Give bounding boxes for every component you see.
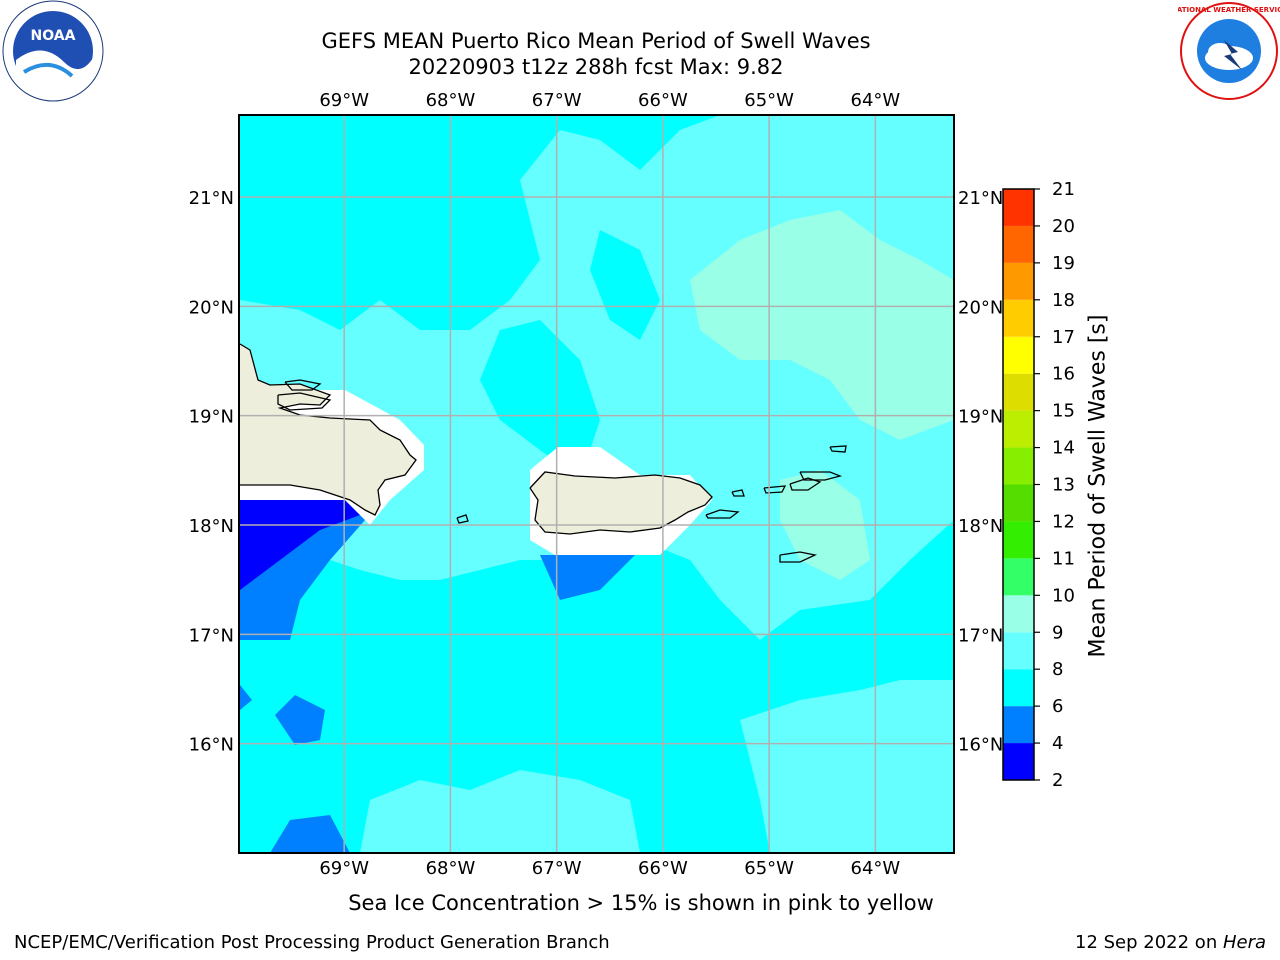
swell-zone-6-8-tongue bbox=[480, 320, 600, 480]
lon-tick-label-top: 67°W bbox=[532, 90, 582, 111]
colorbar-tick-label: 13 bbox=[1052, 475, 1075, 496]
footer-date-text: 12 Sep 2022 on bbox=[1075, 932, 1223, 953]
anegada-coastline bbox=[829, 445, 847, 453]
colorbar-segment bbox=[1003, 743, 1034, 780]
lat-tick-label-left: 18°N bbox=[189, 516, 234, 537]
puerto-rico-land bbox=[530, 472, 712, 534]
swell-zone-4-6-pr-south bbox=[540, 555, 635, 600]
swell-zone-6-8-south bbox=[240, 610, 740, 780]
colorbar-segment bbox=[1003, 521, 1034, 559]
lat-tick-label-right: 19°N bbox=[958, 407, 1003, 428]
hispaniola-land bbox=[240, 344, 416, 515]
colorbar-tick-label: 21 bbox=[1052, 179, 1075, 200]
footer-branch-text: NCEP/EMC/Verification Post Processing Pr… bbox=[14, 932, 610, 953]
colorbar-tick-label: 14 bbox=[1052, 438, 1075, 459]
chart-title-line-2: 20220903 t12z 288h fcst Max: 9.82 bbox=[408, 55, 784, 79]
map-field bbox=[239, 115, 954, 853]
lon-tick-label-top: 69°W bbox=[319, 90, 369, 111]
colorbar-tick-label: 16 bbox=[1052, 364, 1075, 385]
colorbar-tick-label: 4 bbox=[1052, 733, 1063, 754]
st-thomas-coastline bbox=[763, 485, 787, 494]
vieques-coastline bbox=[705, 509, 740, 519]
swell-zone-4-6-edge bbox=[240, 685, 252, 710]
lon-tick-label-top: 66°W bbox=[638, 90, 688, 111]
hispaniola-coastline bbox=[239, 343, 417, 516]
colorbar-segment bbox=[1003, 632, 1034, 670]
colorbar-tick-label: 20 bbox=[1052, 216, 1075, 237]
lon-tick-label-bottom: 66°W bbox=[638, 858, 688, 879]
lon-tick-label-bottom: 64°W bbox=[851, 858, 901, 879]
svg-text:NATIONAL WEATHER SERVICE: NATIONAL WEATHER SERVICE bbox=[1178, 6, 1280, 14]
noaa-logo: NOAA bbox=[2, 0, 104, 102]
colorbar-segment bbox=[1003, 373, 1034, 411]
colorbar-segment bbox=[1003, 225, 1034, 263]
swell-zone-2-4-west bbox=[240, 500, 360, 590]
colorbar-segment bbox=[1003, 484, 1034, 522]
colorbar-tick-label: 12 bbox=[1052, 511, 1075, 532]
footer-machine-name: Hera bbox=[1222, 932, 1266, 953]
colorbar-tick-label: 18 bbox=[1052, 290, 1075, 311]
swell-zone-6-8-patch bbox=[590, 230, 660, 340]
colorbar-label: Mean Period of Swell Waves [s] bbox=[1085, 314, 1111, 658]
st-croix-coastline bbox=[779, 551, 818, 563]
colorbar-tick-label: 10 bbox=[1052, 585, 1075, 606]
colorbar-tick-label: 2 bbox=[1052, 770, 1063, 791]
lat-tick-label-right: 17°N bbox=[958, 625, 1003, 646]
colorbar-tick-label: 19 bbox=[1052, 253, 1075, 274]
lon-tick-label-top: 64°W bbox=[851, 90, 901, 111]
lat-tick-label-right: 18°N bbox=[958, 516, 1003, 537]
colorbar-segment bbox=[1003, 558, 1034, 596]
lon-tick-label-top: 65°W bbox=[744, 90, 794, 111]
st-john-coastline bbox=[789, 477, 822, 491]
lon-tick-label-bottom: 68°W bbox=[426, 858, 476, 879]
colorbar-segment bbox=[1003, 336, 1034, 374]
tortola-coastline bbox=[799, 471, 843, 481]
colorbar-segment bbox=[1003, 189, 1034, 226]
colorbar-segment bbox=[1003, 669, 1034, 707]
puerto-rico-coastline bbox=[529, 471, 713, 535]
lat-tick-label-left: 21°N bbox=[189, 188, 234, 209]
lat-tick-label-left: 19°N bbox=[189, 407, 234, 428]
gonave-coastline bbox=[277, 392, 332, 411]
lon-tick-label-bottom: 67°W bbox=[532, 858, 582, 879]
colorbar-tick-label: 6 bbox=[1052, 696, 1063, 717]
mona-island-coastline bbox=[456, 514, 469, 524]
colorbar-tick-label: 9 bbox=[1052, 622, 1063, 643]
lon-tick-label-bottom: 69°W bbox=[319, 858, 369, 879]
lat-tick-label-left: 20°N bbox=[189, 297, 234, 318]
lat-tick-label-left: 16°N bbox=[189, 735, 234, 756]
map-frame bbox=[238, 114, 955, 854]
swell-zone-9-10-east bbox=[690, 210, 954, 440]
footer-date: 12 Sep 2022 on Hera bbox=[1075, 932, 1266, 953]
swell-zone-4-6-bottom bbox=[270, 815, 350, 853]
lon-tick-label-top: 68°W bbox=[426, 90, 476, 111]
colorbar-segment bbox=[1003, 262, 1034, 300]
colorbar-segment bbox=[1003, 595, 1034, 633]
colorbar-segment bbox=[1003, 447, 1034, 485]
colorbar-tick-label: 17 bbox=[1052, 327, 1075, 348]
lon-tick-label-bottom: 65°W bbox=[744, 858, 794, 879]
chart-title-line-1: GEFS MEAN Puerto Rico Mean Period of Swe… bbox=[321, 29, 871, 53]
sea-ice-caption: Sea Ice Concentration > 15% is shown in … bbox=[348, 891, 934, 915]
colorbar-segment bbox=[1003, 299, 1034, 337]
lat-tick-label-right: 20°N bbox=[958, 297, 1003, 318]
colorbar-segment bbox=[1003, 706, 1034, 744]
swell-zone-8-9-south bbox=[360, 770, 640, 853]
swell-zone-8-9-southeast bbox=[740, 680, 954, 853]
colorbar-tick-label: 11 bbox=[1052, 548, 1075, 569]
tortuga-coastline bbox=[284, 379, 322, 391]
culebra-coastline bbox=[731, 489, 745, 497]
lat-tick-label-left: 17°N bbox=[189, 625, 234, 646]
lat-tick-label-right: 21°N bbox=[958, 188, 1003, 209]
colorbar-segment bbox=[1003, 410, 1034, 448]
nws-logo: NATIONAL WEATHER SERVICE bbox=[1171, 0, 1280, 102]
colorbar-tick-label: 8 bbox=[1052, 659, 1063, 680]
lat-tick-label-right: 16°N bbox=[958, 735, 1003, 756]
swell-zone-4-6-patch bbox=[275, 695, 325, 745]
noaa-logo-text: NOAA bbox=[31, 28, 76, 44]
colorbar-tick-label: 15 bbox=[1052, 401, 1075, 422]
